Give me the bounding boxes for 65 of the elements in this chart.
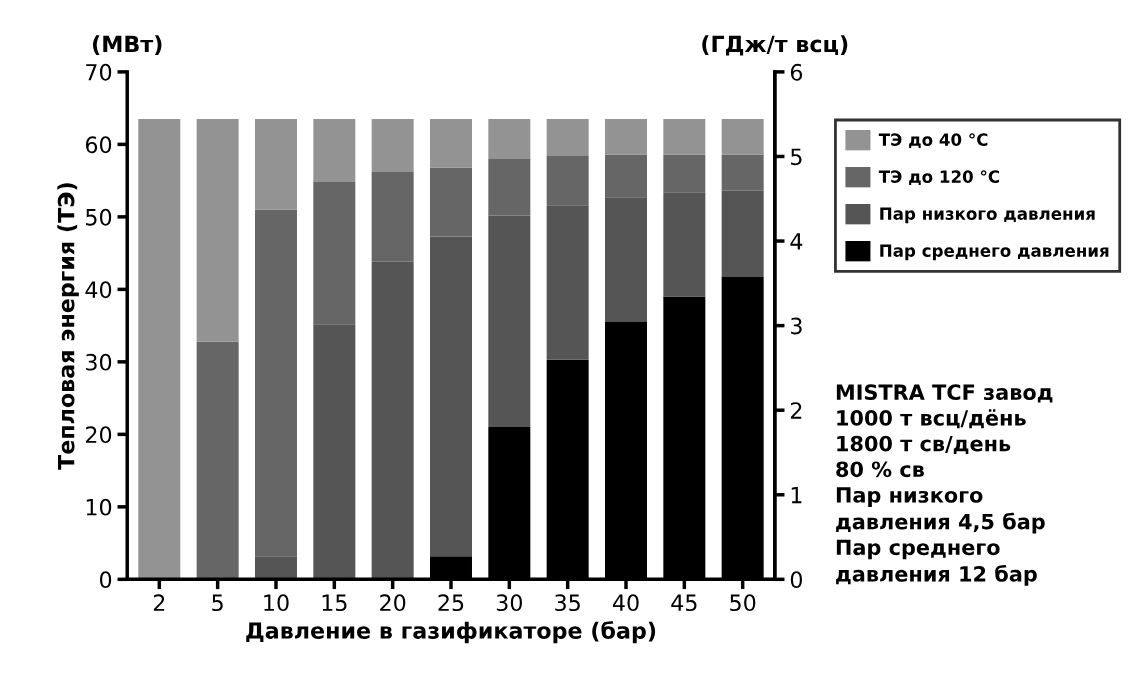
x-tick-label: 2 xyxy=(153,594,165,611)
bar xyxy=(429,236,472,557)
y-tick-label: 40 xyxy=(85,281,112,299)
x-tick-label: 35 xyxy=(555,594,580,612)
bar xyxy=(196,341,239,580)
bar xyxy=(546,205,589,360)
bar xyxy=(546,155,589,206)
legend-label: Пар среднего давления xyxy=(880,244,1109,261)
y2-tick-label: 4 xyxy=(790,233,803,250)
legend-label: ТЭ до 40 °C xyxy=(878,133,988,148)
y-tick-label: 10 xyxy=(86,498,112,516)
bar xyxy=(254,119,297,210)
y2-tick-label: 5 xyxy=(791,148,802,166)
x-tick-label: 5 xyxy=(212,594,223,612)
y-tick-label: 60 xyxy=(85,136,112,154)
bar xyxy=(605,197,647,322)
y2-tick-label: 0 xyxy=(790,571,802,589)
y2-tick-label: 2 xyxy=(790,402,802,419)
bar xyxy=(371,171,414,262)
x-tick-label: 20 xyxy=(380,594,406,612)
x-tick-label: 30 xyxy=(496,594,522,612)
bar xyxy=(196,119,239,342)
y2-tick-label: 1 xyxy=(791,487,802,504)
y2-tick-label: 3 xyxy=(791,317,802,335)
x-tick-label: 50 xyxy=(730,594,756,612)
bar xyxy=(313,324,356,580)
x-tick-label: 45 xyxy=(671,594,697,612)
text: (МВт) xyxy=(93,35,162,55)
bar xyxy=(313,119,356,183)
bar xyxy=(605,154,647,198)
y-tick-label: 50 xyxy=(86,208,112,226)
bar xyxy=(663,192,706,297)
x-tick-label: 15 xyxy=(322,594,347,612)
bar xyxy=(663,154,706,193)
y2-axis-title: (ГДж/т всц) xyxy=(702,35,848,56)
y-tick-label: 30 xyxy=(86,353,112,371)
legend-label: Пар низкого давления xyxy=(880,207,1095,224)
bar xyxy=(371,261,414,580)
x-tick-label: 40 xyxy=(612,594,639,612)
bar xyxy=(138,119,181,580)
bar xyxy=(429,167,472,237)
bar xyxy=(371,119,414,172)
x-axis-title: Давление в газификаторе (бар) xyxy=(246,620,656,644)
bar xyxy=(721,190,764,278)
y-tick-label: 0 xyxy=(99,571,112,589)
y2-tick-label: 6 xyxy=(790,63,803,81)
bar xyxy=(429,119,472,168)
bar xyxy=(488,215,531,428)
bar xyxy=(488,119,531,159)
bar xyxy=(546,119,589,156)
bar xyxy=(488,158,531,216)
bar xyxy=(663,119,706,155)
bar xyxy=(721,154,764,191)
text: MISTRA TCF завод 1000 т всц/дёнь 1800 т св/день 80 % св Пар низкого давления 4,5 бар Пар среднего давления 12 бар xyxy=(836,384,1053,586)
bar xyxy=(605,119,647,155)
x-tick-label: 25 xyxy=(438,594,464,612)
legend-label: ТЭ до 120 °C xyxy=(878,170,999,185)
x-tick-label: 10 xyxy=(264,594,289,612)
y-tick-label: 70 xyxy=(86,63,112,81)
bar xyxy=(254,209,297,557)
y-axis-title: Тепловая энергия (ТЭ) xyxy=(57,183,79,470)
y-tick-label: 20 xyxy=(86,426,112,444)
bar xyxy=(721,119,764,155)
bar xyxy=(313,182,356,325)
bar xyxy=(254,556,297,580)
